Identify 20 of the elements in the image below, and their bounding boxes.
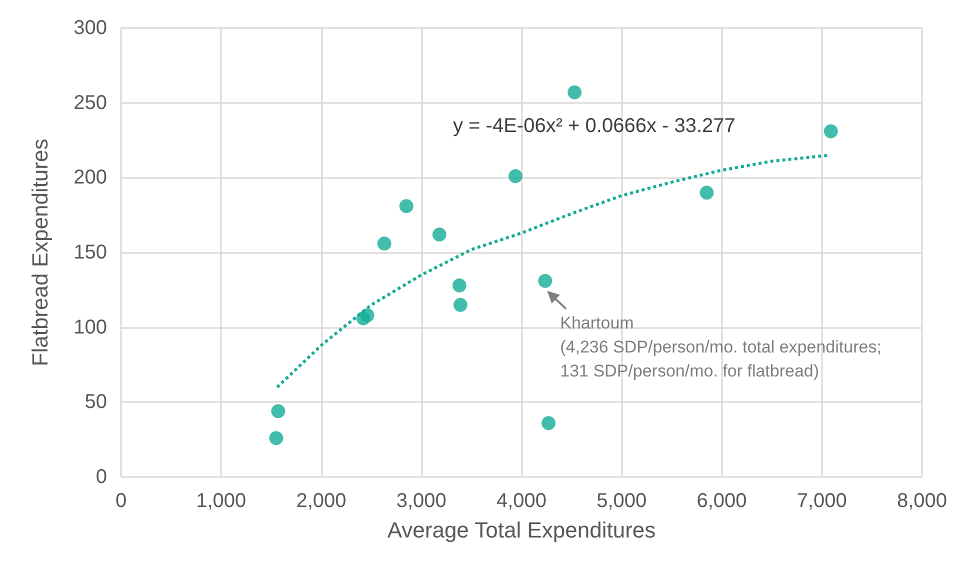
x-tick-label: 1,000	[196, 490, 246, 512]
x-axis-title: Average Total Expenditures	[387, 518, 656, 542]
y-tick-label: 200	[74, 166, 107, 189]
y-tick-label: 150	[74, 242, 107, 264]
y-tick-label: 0	[96, 466, 107, 488]
annotation: Khartoum (4,236 SDP/person/mo. total expenditures; 131 SDP/person/mo. for flatbread)	[560, 313, 882, 380]
annotation: y = -4E-06x² + 0.0666x - 33.277	[453, 115, 736, 137]
x-tick-label: 7,000	[796, 490, 847, 512]
x-tick-label: 8,000	[896, 490, 948, 512]
y-tick-label: 100	[74, 316, 107, 338]
x-tick-label: 6,000	[696, 490, 747, 512]
y-tick-label: 300	[74, 17, 107, 39]
x-tick-label: 0	[115, 490, 127, 512]
x-tick-label: 5,000	[596, 490, 647, 512]
y-axis-title: Flatbread Expenditures	[28, 138, 52, 366]
x-tick-label: 2,000	[296, 490, 346, 512]
x-tick-label: 3,000	[396, 490, 446, 512]
x-tick-label: 4,000	[496, 490, 547, 512]
y-tick-label: 250	[74, 92, 107, 114]
y-tick-label: 50	[84, 391, 107, 414]
